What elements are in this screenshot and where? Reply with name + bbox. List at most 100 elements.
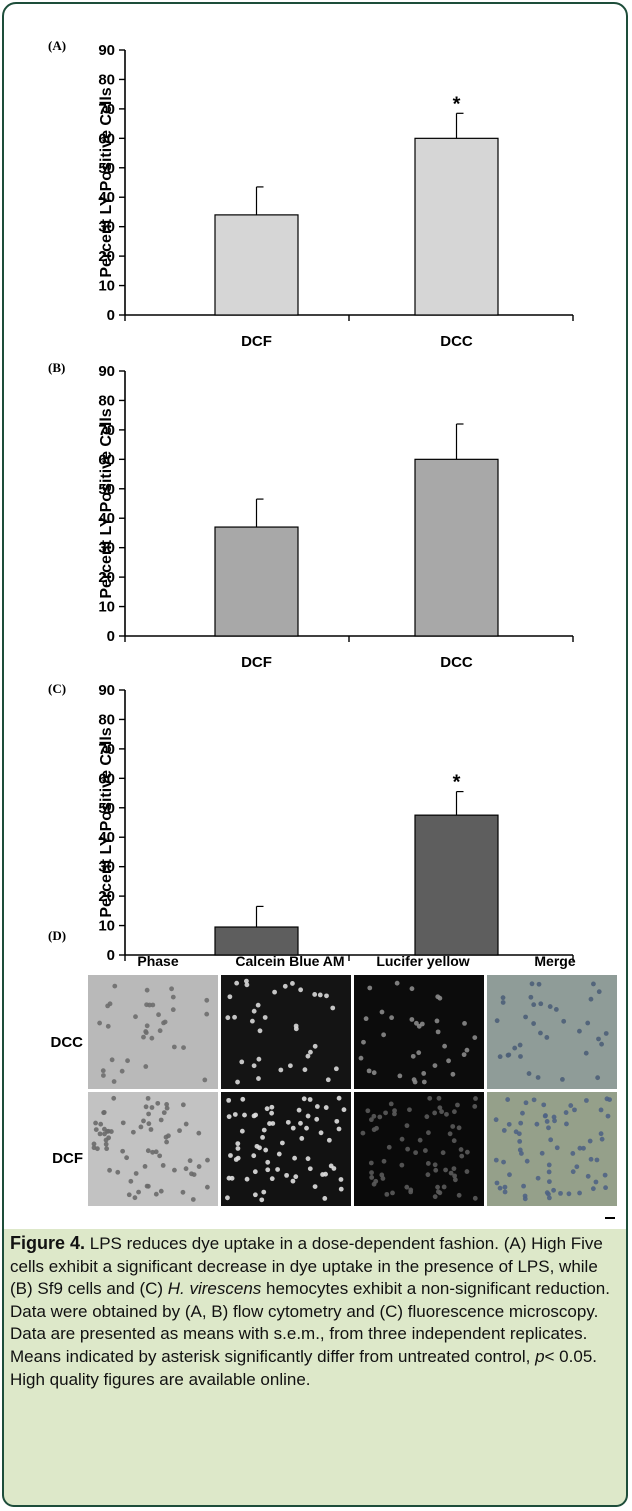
cell-dot — [448, 1170, 454, 1176]
cell-dot — [251, 1008, 257, 1014]
cell-dot — [409, 1017, 415, 1022]
cell-dot — [410, 1053, 416, 1059]
cell-dot — [153, 1149, 159, 1155]
cell-dot — [493, 1117, 499, 1123]
cell-dot — [443, 1167, 448, 1173]
cell-dot — [158, 1117, 164, 1123]
cell-dot — [97, 1131, 103, 1137]
cell-dot — [143, 1029, 149, 1034]
cell-dot — [461, 1052, 467, 1058]
cell-dot — [535, 1075, 541, 1080]
cell-dot — [464, 1169, 470, 1174]
cell-dot — [494, 1018, 500, 1024]
cell-dot — [409, 986, 415, 992]
cell-dot — [546, 1195, 552, 1201]
cell-dot — [594, 1157, 600, 1163]
cell-dot — [588, 996, 594, 1002]
cell-dot — [505, 1097, 511, 1102]
cell-dot — [437, 995, 443, 1001]
cell-dot — [169, 986, 174, 992]
y-axis-label: Percent LY Positive Cells — [98, 727, 115, 917]
cell-dot — [435, 1029, 441, 1035]
cell-dot — [554, 1145, 560, 1151]
cell-dot — [307, 1097, 313, 1102]
cell-dot — [158, 1188, 164, 1194]
cell-dot — [240, 1096, 246, 1102]
cell-dot — [326, 1137, 332, 1143]
cell-dot — [100, 1073, 106, 1078]
cell-dot — [170, 994, 176, 1000]
cell-dot — [228, 1153, 233, 1158]
cell-dot — [142, 1163, 148, 1169]
cell-dot — [153, 1191, 159, 1197]
cell-dot — [267, 1121, 272, 1126]
bar-dcc — [414, 458, 499, 637]
cell-dot — [124, 1155, 130, 1161]
cell-dot — [256, 1076, 261, 1081]
cell-dot — [249, 1018, 255, 1024]
cell-dot — [145, 1148, 151, 1154]
cell-dot — [183, 1121, 189, 1127]
y-tick-label: 50 — [98, 160, 115, 177]
x-category-label: DCC — [440, 654, 473, 671]
cell-dot — [432, 1063, 438, 1069]
caption-italic-species: H. virescens — [167, 1279, 262, 1299]
cell-dot — [544, 1035, 550, 1040]
charts-svg: (A) 0 10 20 30 40 50 60 70 80 90 Percent LY Positiv… — [48, 38, 617, 1219]
cell-dot — [363, 1016, 369, 1022]
cell-dot — [226, 1097, 232, 1103]
cell-dot — [156, 1012, 161, 1018]
cell-dot — [432, 1162, 438, 1168]
cell-dot — [115, 1169, 121, 1175]
cell-dot — [416, 1050, 422, 1056]
cell-dot — [440, 1150, 446, 1156]
cell-dot — [462, 1020, 467, 1026]
cell-dot — [441, 1184, 447, 1190]
cell-dot — [493, 1157, 499, 1163]
cell-dot — [305, 1156, 311, 1162]
cell-dot — [599, 1041, 604, 1047]
cell-dot — [472, 1195, 478, 1201]
cell-dot — [523, 1100, 529, 1106]
cell-dot — [506, 1121, 512, 1127]
cell-dot — [261, 1189, 267, 1195]
cell-dot — [97, 1020, 103, 1026]
cell-dot — [269, 1104, 275, 1110]
cell-dot — [473, 1096, 478, 1101]
cell-dot — [452, 1173, 457, 1179]
y-tick-label: 90 — [98, 42, 115, 59]
bar-dcc — [414, 814, 499, 956]
cell-dot — [451, 1109, 457, 1115]
cell-dot — [371, 1113, 377, 1119]
micrograph-tile — [354, 975, 484, 1089]
micrograph-tile — [354, 1092, 484, 1206]
column-header-merge: Merge — [534, 953, 575, 969]
row-label-dcf: DCF — [52, 1150, 83, 1167]
cell-dot — [334, 1118, 340, 1124]
cell-dot — [534, 1121, 540, 1127]
cell-dot — [105, 1023, 111, 1029]
cell-dot — [333, 1066, 339, 1072]
cell-dot — [384, 1191, 390, 1197]
cell-dot — [536, 981, 542, 987]
cell-dot — [145, 1183, 151, 1189]
cell-dot — [456, 1192, 462, 1198]
y-tick-label: 40 — [98, 510, 115, 527]
cell-dot — [408, 1189, 414, 1195]
cell-dot — [381, 1032, 387, 1038]
y-tick-label: 50 — [98, 800, 115, 817]
cell-dot — [523, 1014, 528, 1020]
cell-dot — [544, 1119, 550, 1124]
cell-dot — [369, 1175, 375, 1180]
cell-dot — [262, 1015, 268, 1020]
cell-dot — [373, 1178, 379, 1184]
caption-text-3: < 0.05. High quality figures are availab… — [10, 1346, 597, 1389]
cell-dot — [133, 1171, 139, 1176]
cell-dot — [427, 1095, 433, 1101]
cell-dot — [155, 1100, 161, 1106]
cell-dot — [314, 1104, 320, 1109]
cell-dot — [136, 1189, 141, 1195]
cell-dot — [570, 1169, 576, 1175]
y-tick-label: 0 — [107, 628, 115, 645]
cell-dot — [171, 1044, 177, 1050]
